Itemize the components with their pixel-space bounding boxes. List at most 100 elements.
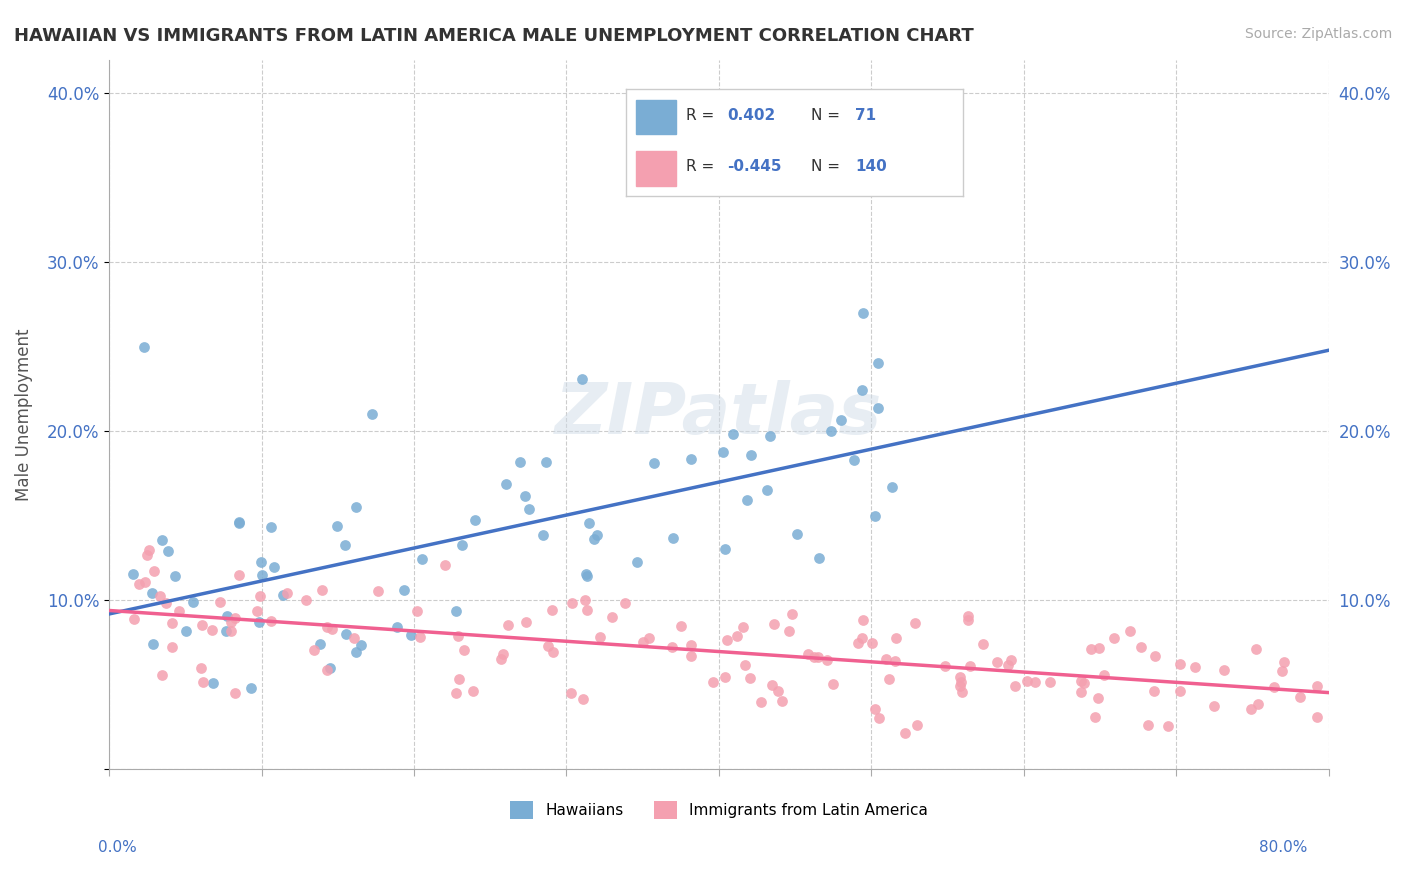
Point	[228, 516, 250, 531]
Point	[399, 628, 422, 642]
Point	[411, 552, 433, 566]
Point	[1263, 680, 1285, 694]
Point	[721, 427, 744, 442]
Text: R =: R =	[686, 159, 720, 174]
Point	[276, 586, 298, 600]
Point	[661, 532, 683, 546]
Point	[582, 532, 605, 546]
Point	[893, 726, 915, 740]
Point	[614, 596, 637, 610]
Point	[844, 453, 866, 467]
Point	[761, 678, 783, 692]
Point	[716, 632, 738, 647]
Point	[302, 642, 325, 657]
Point	[343, 631, 366, 645]
Point	[315, 620, 337, 634]
Point	[367, 583, 389, 598]
Point	[770, 694, 793, 708]
Point	[796, 647, 818, 661]
Point	[884, 654, 907, 668]
Point	[986, 656, 1008, 670]
Point	[132, 340, 155, 354]
Text: R =: R =	[686, 109, 720, 123]
Point	[860, 636, 883, 650]
Point	[589, 630, 612, 644]
Point	[201, 623, 224, 637]
Point	[215, 624, 238, 639]
Point	[321, 623, 343, 637]
Point	[534, 455, 557, 469]
Text: N =: N =	[811, 159, 845, 174]
Point	[1272, 655, 1295, 669]
Point	[851, 631, 873, 645]
Point	[631, 634, 654, 648]
Point	[492, 647, 515, 661]
Text: 0.402: 0.402	[727, 109, 775, 123]
Point	[453, 643, 475, 657]
Point	[315, 663, 337, 677]
Point	[1156, 719, 1178, 733]
Point	[576, 603, 599, 617]
Point	[879, 672, 901, 686]
Point	[260, 614, 283, 628]
Point	[361, 407, 384, 421]
Point	[1246, 642, 1268, 657]
Point	[578, 516, 600, 531]
Legend: Hawaiians, Immigrants from Latin America: Hawaiians, Immigrants from Latin America	[503, 795, 934, 825]
Point	[160, 615, 183, 630]
Point	[250, 568, 273, 582]
Point	[759, 429, 782, 443]
Point	[249, 589, 271, 603]
Point	[141, 586, 163, 600]
Point	[807, 649, 830, 664]
Point	[949, 670, 972, 684]
Point	[1070, 685, 1092, 699]
Point	[1137, 718, 1160, 732]
Point	[575, 567, 598, 582]
Point	[731, 620, 754, 634]
Point	[156, 543, 179, 558]
Point	[1087, 640, 1109, 655]
Point	[162, 640, 184, 654]
Text: 80.0%: 80.0%	[1260, 840, 1308, 855]
Point	[209, 595, 232, 609]
Point	[681, 638, 703, 652]
Point	[219, 624, 242, 639]
Point	[165, 568, 187, 582]
Point	[191, 618, 214, 632]
Point	[344, 645, 367, 659]
Point	[259, 520, 281, 534]
Point	[808, 550, 831, 565]
Point	[1004, 679, 1026, 693]
Point	[997, 657, 1019, 672]
Point	[1247, 698, 1270, 712]
Point	[1143, 649, 1166, 664]
Point	[246, 604, 269, 618]
Point	[1024, 674, 1046, 689]
Point	[852, 613, 875, 627]
Point	[350, 638, 373, 652]
Point	[249, 615, 271, 630]
Point	[444, 604, 467, 618]
Point	[1271, 665, 1294, 679]
Point	[711, 445, 734, 459]
Point	[444, 686, 467, 700]
Point	[385, 620, 408, 634]
Point	[1073, 676, 1095, 690]
Point	[335, 627, 357, 641]
Point	[866, 401, 889, 415]
Point	[150, 533, 173, 547]
Point	[461, 684, 484, 698]
Point	[1184, 660, 1206, 674]
Point	[561, 596, 583, 610]
Point	[735, 493, 758, 508]
Point	[886, 631, 908, 645]
Point	[865, 702, 887, 716]
Text: 71: 71	[855, 109, 876, 123]
Point	[406, 604, 429, 618]
Point	[1080, 642, 1102, 657]
Point	[815, 653, 838, 667]
Point	[464, 513, 486, 527]
Point	[1084, 710, 1107, 724]
Point	[136, 548, 159, 562]
